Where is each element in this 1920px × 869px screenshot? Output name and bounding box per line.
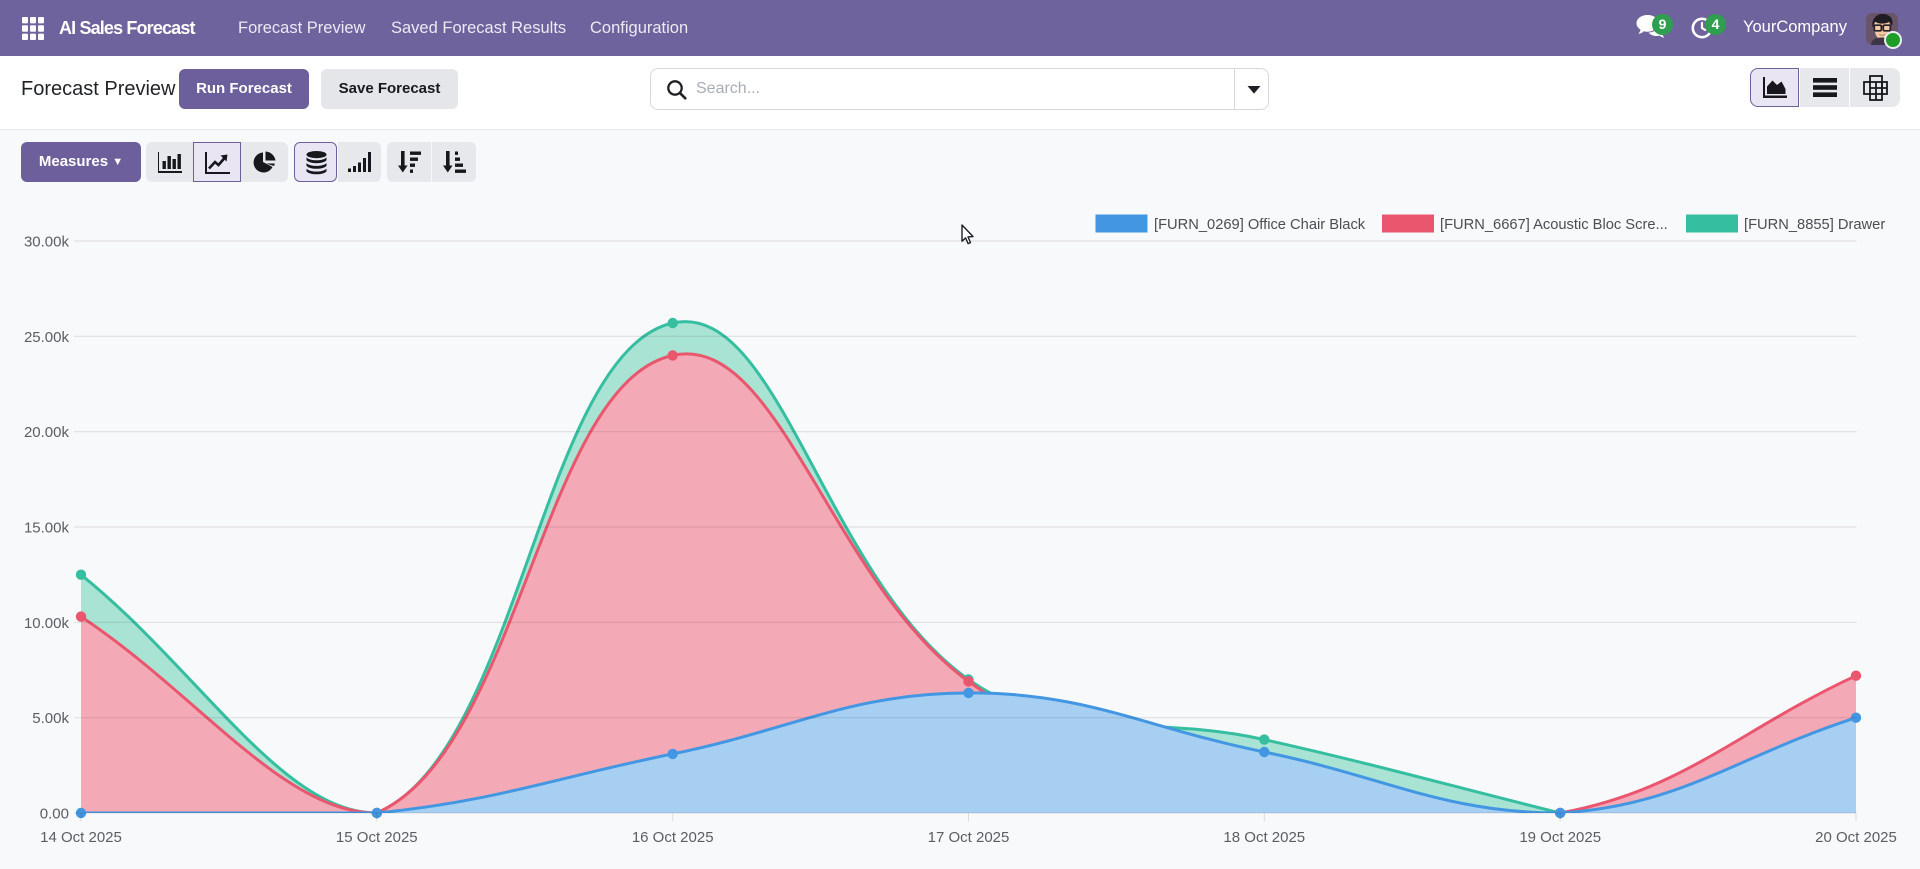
svg-text:17 Oct 2025: 17 Oct 2025 (928, 829, 1010, 846)
svg-text:18 Oct 2025: 18 Oct 2025 (1223, 829, 1305, 846)
svg-text:15 Oct 2025: 15 Oct 2025 (336, 829, 418, 846)
svg-text:19 Oct 2025: 19 Oct 2025 (1519, 829, 1601, 846)
svg-text:[FURN_6667] Acoustic Bloc Scre: [FURN_6667] Acoustic Bloc Scre... (1440, 217, 1668, 233)
svg-text:[FURN_0269] Office Chair Black: [FURN_0269] Office Chair Black (1154, 217, 1366, 233)
svg-text:20.00k: 20.00k (24, 424, 70, 441)
svg-text:14 Oct 2025: 14 Oct 2025 (40, 829, 122, 846)
svg-text:0.00: 0.00 (40, 806, 69, 823)
svg-text:25.00k: 25.00k (24, 329, 70, 346)
svg-text:5.00k: 5.00k (32, 710, 69, 727)
svg-text:[FURN_8855] Drawer: [FURN_8855] Drawer (1744, 217, 1885, 233)
svg-text:30.00k: 30.00k (24, 234, 70, 251)
svg-text:16 Oct 2025: 16 Oct 2025 (632, 829, 714, 846)
svg-text:10.00k: 10.00k (24, 615, 70, 632)
svg-text:15.00k: 15.00k (24, 520, 70, 537)
svg-text:20 Oct 2025: 20 Oct 2025 (1815, 829, 1897, 846)
